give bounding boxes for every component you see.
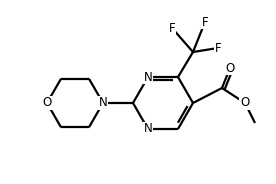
Text: O: O [43, 96, 52, 109]
Text: O: O [240, 96, 250, 109]
Text: O: O [225, 61, 235, 75]
Text: F: F [202, 15, 208, 29]
Text: N: N [144, 70, 152, 84]
Text: N: N [99, 96, 107, 109]
Text: F: F [215, 42, 221, 54]
Text: F: F [169, 22, 175, 35]
Text: N: N [144, 123, 152, 135]
